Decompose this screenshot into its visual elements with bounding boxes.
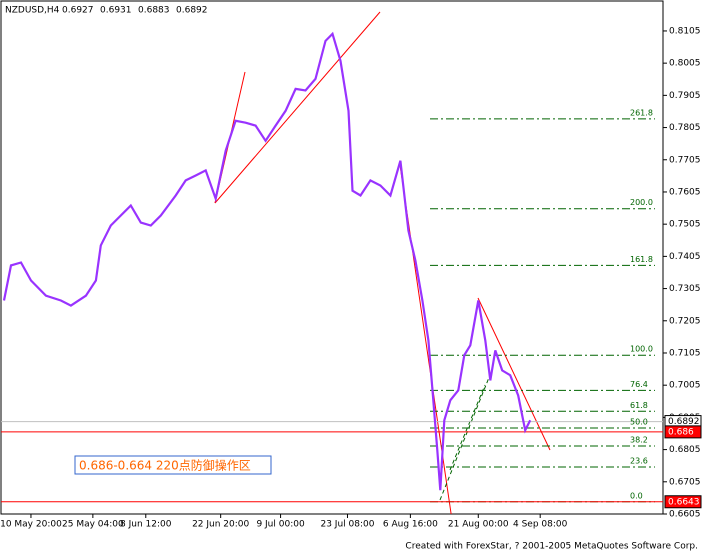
ohlc-value: 0.6892	[176, 6, 208, 16]
x-tick-label: 10 May 20:00	[0, 520, 62, 530]
x-tick-label: 8 Jun 12:00	[120, 520, 172, 530]
ohlc-value: 0.6883	[138, 6, 170, 16]
y-tick-label: 0.7205	[669, 316, 701, 326]
price-line-series	[2, 31, 532, 491]
price-box	[664, 495, 702, 509]
fib-label: 38.2	[630, 436, 648, 445]
plot-layer	[1, 31, 663, 503]
x-tick-label: 6 Aug 16:00	[383, 520, 438, 530]
price-label: 0.6892	[668, 417, 700, 427]
x-tick-label: 9 Jul 00:00	[256, 520, 305, 530]
fib-label: 161.8	[630, 255, 653, 264]
fib-label: 261.8	[630, 108, 653, 117]
y-tick-label: 0.7705	[669, 155, 701, 165]
x-tick-label: 22 Jun 20:00	[192, 520, 249, 530]
fib-label: 23.6	[630, 456, 648, 465]
y-tick-label: 0.7505	[669, 220, 701, 230]
y-tick-label: 0.7405	[669, 252, 701, 262]
credit: Created with ForexStar, ? 2001-2005 Meta…	[405, 542, 698, 552]
fib-label: 200.0	[630, 198, 653, 207]
annotation: 0.686-0.664 220点防御操作区	[79, 458, 251, 473]
annotation-box	[74, 455, 272, 475]
y-tick-label: 0.7105	[669, 348, 701, 358]
price-label: 0.686	[668, 427, 694, 437]
trend-line	[477, 297, 551, 451]
y-tick-label: 0.7805	[669, 123, 701, 133]
plot-frame	[0, 0, 664, 515]
y-tick-label: 0.7005	[669, 381, 701, 391]
y-tick-label: 0.7605	[669, 187, 701, 197]
y-tick-label: 0.7905	[669, 91, 701, 101]
ohlc-value: 0.6931	[100, 6, 132, 16]
x-tick-label: 4 Sep 08:00	[513, 520, 568, 530]
fib-label: 50.0	[630, 418, 648, 427]
ohlc-value: 0.6927	[62, 6, 94, 16]
y-tick-label: 0.8105	[669, 26, 701, 36]
price-label: 0.6643	[668, 497, 700, 507]
fib-label: 100.0	[630, 345, 653, 354]
x-tick-label: 23 Jul 08:00	[320, 520, 374, 530]
y-tick-label: 0.6705	[669, 477, 701, 487]
y-tick-label: 0.6805	[669, 445, 701, 455]
y-tick-label: 0.7305	[669, 284, 701, 294]
symbol: NZDUSD,H4	[5, 6, 60, 16]
trend-line	[214, 11, 381, 204]
y-tick-label: 0.8005	[669, 59, 701, 69]
fib-label: 61.8	[630, 401, 648, 410]
x-tick-label: 25 May 04:00	[62, 520, 124, 530]
price-box	[664, 425, 702, 439]
fib-label: 76.4	[630, 380, 648, 389]
x-tick-label: 21 Aug 00:00	[448, 520, 509, 530]
y-tick-label: 0.6605	[669, 510, 701, 520]
fib-fan	[449, 384, 486, 471]
fib-fan	[439, 369, 493, 501]
fib-label: 0.0	[630, 491, 643, 500]
